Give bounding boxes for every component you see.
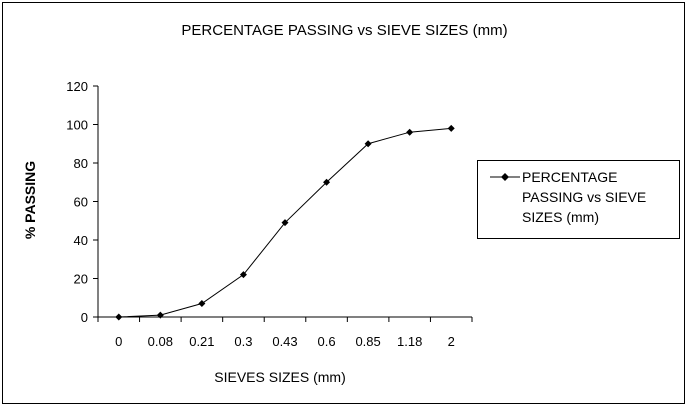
y-tick-label: 120 — [66, 79, 88, 94]
x-tick-label: 0 — [115, 334, 122, 349]
data-point — [198, 300, 206, 308]
data-point — [281, 219, 289, 227]
y-tick-label: 60 — [74, 195, 88, 210]
legend-marker-icon — [490, 173, 520, 181]
x-axis-label: SIEVES SIZES (mm) — [214, 369, 346, 385]
y-tick-label: 20 — [74, 272, 88, 287]
y-tick-label: 0 — [81, 310, 88, 325]
data-point — [156, 311, 164, 319]
data-point — [239, 271, 247, 279]
x-tick-label: 0.3 — [234, 334, 252, 349]
y-tick-label: 40 — [74, 233, 88, 248]
data-point — [406, 128, 414, 136]
x-tick-label: 1.18 — [397, 334, 422, 349]
data-point — [115, 313, 123, 321]
data-point — [364, 140, 372, 148]
x-tick-label: 0.43 — [272, 334, 297, 349]
x-tick-label: 0.21 — [189, 334, 214, 349]
y-tick-label: 100 — [66, 118, 88, 133]
x-tick-label: 2 — [448, 334, 455, 349]
legend-label: PERCENTAGE PASSING vs SIEVE SIZES (mm) — [522, 169, 647, 225]
x-tick-label: 0.85 — [355, 334, 380, 349]
data-point — [447, 124, 455, 132]
data-point — [323, 178, 331, 186]
y-tick-label: 80 — [74, 156, 88, 171]
x-tick-label: 0.08 — [148, 334, 173, 349]
legend: PERCENTAGE PASSING vs SIEVE SIZES (mm) — [477, 160, 680, 239]
x-tick-label: 0.6 — [318, 334, 336, 349]
chart-title: PERCENTAGE PASSING vs SIEVE SIZES (mm) — [181, 22, 508, 39]
